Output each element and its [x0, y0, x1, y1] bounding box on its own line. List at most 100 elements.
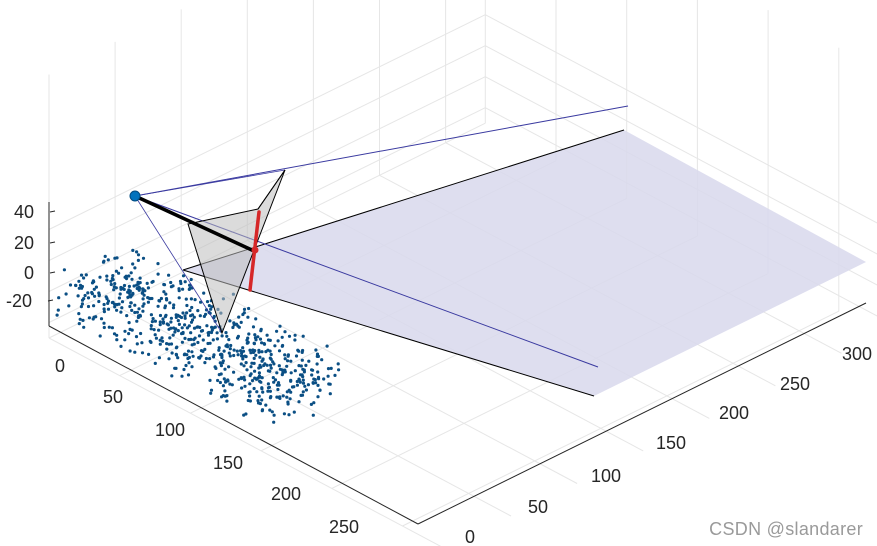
data-point — [253, 336, 257, 340]
data-point — [229, 343, 233, 348]
data-point — [164, 292, 168, 296]
data-point — [112, 285, 116, 289]
data-point — [281, 343, 285, 348]
data-point — [224, 379, 228, 383]
data-point — [292, 385, 296, 389]
data-point — [283, 357, 287, 361]
data-point — [241, 357, 245, 361]
data-point — [183, 352, 187, 356]
data-point — [141, 304, 145, 308]
data-point — [106, 258, 110, 262]
data-point — [98, 275, 102, 279]
data-point — [193, 298, 197, 302]
data-point — [168, 336, 172, 340]
data-point — [209, 388, 214, 392]
data-point — [215, 337, 219, 341]
data-point — [181, 274, 186, 278]
data-point — [114, 269, 118, 273]
data-point — [283, 330, 287, 334]
data-point — [235, 336, 240, 340]
data-point — [103, 254, 107, 258]
data-point — [223, 367, 227, 371]
data-point — [202, 291, 206, 295]
data-point — [156, 304, 160, 308]
y-tick-label: 100 — [591, 466, 621, 486]
data-point — [239, 320, 243, 324]
data-point — [228, 382, 232, 386]
data-point — [161, 317, 165, 321]
data-point — [128, 327, 132, 331]
data-point — [257, 394, 261, 398]
data-point — [98, 334, 102, 338]
data-point — [178, 279, 183, 283]
data-point — [196, 340, 200, 345]
data-point — [230, 383, 234, 387]
data-point — [268, 408, 272, 412]
data-point — [191, 354, 195, 358]
data-point — [136, 280, 140, 284]
data-point — [293, 338, 297, 342]
y-axis — [417, 302, 867, 525]
data-point — [327, 382, 331, 386]
data-point — [221, 394, 225, 398]
data-point — [161, 339, 165, 343]
data-point — [122, 283, 127, 288]
data-point — [277, 364, 281, 368]
data-point — [248, 382, 252, 386]
data-point — [216, 378, 220, 383]
data-point — [217, 373, 221, 377]
data-point — [124, 274, 128, 278]
data-point — [285, 395, 289, 399]
data-point — [228, 319, 232, 323]
data-point — [123, 329, 127, 333]
data-point — [138, 276, 142, 280]
data-point — [136, 258, 140, 262]
data-point — [171, 333, 175, 337]
data-point — [133, 310, 137, 315]
data-point — [82, 297, 86, 301]
data-point — [127, 332, 131, 336]
data-point — [152, 328, 156, 332]
data-point — [160, 336, 164, 340]
x-tick-label: 50 — [103, 387, 123, 407]
data-point — [143, 289, 147, 293]
data-point — [260, 387, 264, 391]
data-point — [259, 329, 263, 333]
data-point — [113, 305, 117, 309]
data-point — [261, 357, 265, 361]
data-point — [222, 349, 226, 353]
data-point — [303, 384, 307, 388]
data-point — [188, 308, 192, 313]
data-point — [176, 329, 180, 333]
data-point — [273, 344, 277, 348]
x-tick-label: 250 — [329, 517, 359, 537]
data-point — [325, 344, 329, 348]
data-point — [251, 348, 255, 352]
data-point — [275, 371, 279, 375]
data-point — [243, 384, 247, 388]
data-point — [92, 287, 96, 291]
data-point — [260, 350, 264, 354]
data-point — [314, 381, 318, 385]
data-point — [269, 352, 273, 357]
data-point — [182, 367, 186, 372]
data-point — [149, 327, 153, 331]
data-point — [267, 385, 271, 389]
data-point — [97, 299, 101, 304]
data-point — [312, 401, 316, 405]
data-point — [257, 350, 261, 354]
data-point — [268, 389, 272, 393]
data-point — [294, 354, 299, 358]
frustum-line — [134, 169, 286, 197]
data-point — [127, 291, 131, 295]
data-point — [272, 420, 276, 424]
data-point — [268, 369, 272, 373]
data-point — [227, 351, 231, 355]
data-point — [206, 333, 211, 337]
data-point — [241, 346, 245, 350]
data-point — [55, 313, 59, 317]
data-point — [302, 370, 306, 374]
data-point — [310, 373, 314, 377]
data-point — [117, 271, 121, 275]
data-point — [176, 356, 180, 360]
